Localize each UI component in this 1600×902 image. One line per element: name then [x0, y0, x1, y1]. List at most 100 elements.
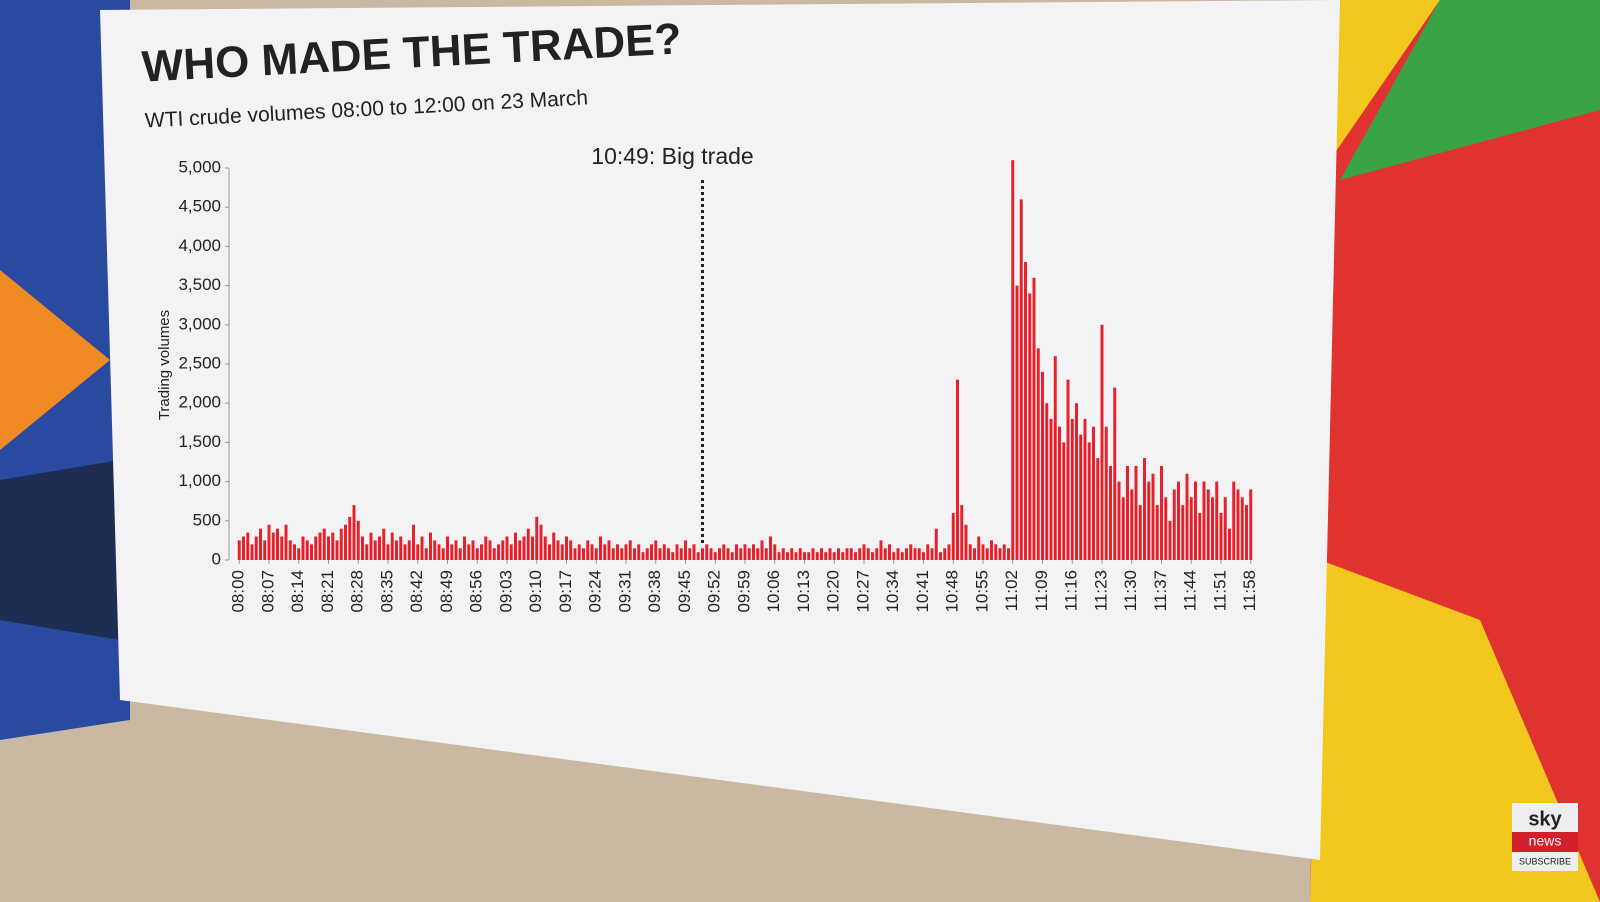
bar [446, 536, 449, 560]
bar [628, 540, 632, 560]
bar [395, 540, 398, 560]
bar [1126, 465, 1129, 560]
bar [607, 540, 611, 560]
y-tick-label: 1,500 [178, 432, 221, 451]
bar [735, 544, 738, 560]
x-tick-label: 11:58 [1240, 570, 1259, 611]
bar [450, 544, 454, 560]
bar [841, 552, 845, 560]
y-tick-label: 3,000 [178, 314, 221, 333]
bar [433, 540, 437, 560]
bar [662, 544, 666, 560]
bar [475, 548, 479, 560]
logo-band [1512, 832, 1578, 852]
bar [365, 544, 369, 560]
bar [786, 552, 789, 560]
bar [854, 552, 857, 560]
bar [314, 536, 318, 560]
bar [463, 536, 466, 560]
bar [820, 548, 823, 560]
y-axis-label: Trading volumes [156, 310, 173, 420]
bar [1041, 371, 1044, 560]
x-tick-label: 10:41 [913, 570, 932, 613]
bar [590, 544, 594, 560]
bar [654, 540, 658, 560]
bar [883, 548, 887, 560]
bar [242, 536, 245, 560]
x-tick-label: 08:28 [348, 570, 367, 613]
bar [794, 552, 798, 560]
bar [871, 552, 874, 560]
bar [599, 536, 602, 560]
bar [1087, 442, 1091, 560]
bar [565, 536, 568, 560]
bar [1206, 489, 1210, 560]
logo-sub: news [1529, 833, 1562, 849]
bar [688, 548, 692, 560]
bar [1198, 512, 1202, 560]
bar [752, 544, 755, 560]
bar [1172, 489, 1176, 560]
bar [412, 524, 415, 560]
bar [900, 552, 904, 560]
bar [569, 540, 573, 560]
bar [344, 524, 347, 560]
bar [1032, 277, 1036, 560]
y-tick-label: 1,000 [178, 471, 221, 490]
bar [1049, 418, 1053, 560]
x-tick-label: 08:35 [377, 570, 396, 613]
bar [930, 548, 934, 560]
bar [484, 536, 488, 560]
bar [497, 544, 500, 560]
bar [756, 548, 760, 560]
bar [837, 548, 840, 560]
bar [1100, 324, 1104, 560]
bar [1007, 548, 1010, 560]
bar [1232, 481, 1236, 560]
bar [271, 532, 275, 560]
bar [645, 548, 649, 560]
bar [1083, 418, 1087, 560]
bar [1075, 403, 1078, 560]
bar [382, 528, 386, 560]
bar [356, 520, 360, 560]
bar [1245, 505, 1248, 560]
bar [1240, 497, 1244, 560]
bar [888, 544, 891, 560]
bar [420, 536, 424, 560]
bar [815, 552, 819, 560]
bar [280, 536, 284, 560]
bar [399, 536, 403, 560]
bar [828, 548, 832, 560]
bar [956, 379, 959, 560]
bar [454, 540, 458, 560]
bar [679, 548, 683, 560]
bar [790, 548, 794, 560]
bar [739, 548, 743, 560]
video-wall [100, 0, 1340, 860]
bar [310, 544, 313, 560]
bar [1249, 489, 1253, 560]
x-tick-label: 09:45 [675, 570, 694, 613]
bar [582, 548, 585, 560]
bar [862, 544, 866, 560]
bar [973, 548, 976, 560]
bar [849, 548, 853, 560]
x-tick-label: 08:21 [318, 570, 337, 613]
bar [998, 548, 1002, 560]
bar [531, 536, 534, 560]
x-tick-label: 11:44 [1181, 570, 1200, 611]
bar [773, 544, 777, 560]
logo-brand: sky [1528, 808, 1562, 830]
bar [777, 552, 781, 560]
bar [1130, 489, 1134, 560]
bar [620, 548, 624, 560]
bar [1117, 481, 1121, 560]
bar [305, 540, 309, 560]
bar [335, 540, 339, 560]
bar [246, 532, 250, 560]
y-tick-label: 5,000 [178, 157, 221, 176]
bar [781, 548, 785, 560]
